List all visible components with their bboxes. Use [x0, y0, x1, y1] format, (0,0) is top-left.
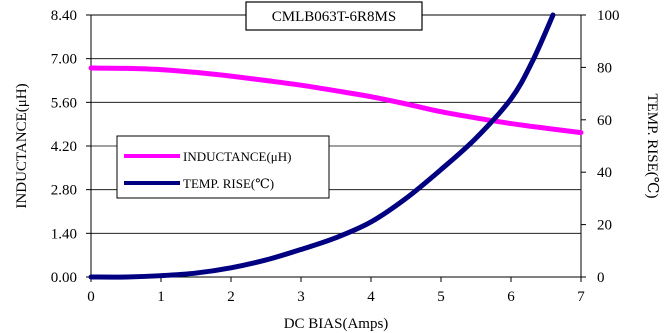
x-tick-label: 0: [87, 289, 95, 305]
y2-tick-label: 0: [597, 270, 605, 286]
x-tick-label: 1: [157, 289, 165, 305]
y2-tick-label: 100: [597, 8, 620, 24]
legend-label-inductance: INDUCTANCE(μH): [183, 149, 291, 164]
x-tick-label: 2: [227, 289, 235, 305]
legend: INDUCTANCE(μH) TEMP. RISE(℃): [116, 135, 330, 199]
x-tick-label: 3: [297, 289, 305, 305]
y-tick-label: 8.40: [51, 8, 77, 24]
x-tick-label: 4: [367, 289, 375, 305]
x-axis-label: DC BIAS(Amps): [284, 316, 389, 332]
y-tick-label: 2.80: [51, 183, 77, 199]
series-group: [88, 12, 584, 280]
y2-axis-ticks: 0 20 40 60 80 100: [581, 8, 620, 286]
y-axis-ticks: 0.00 1.40 2.80 4.20 5.60 7.00 8.40: [51, 8, 91, 286]
y-tick-label: 7.00: [51, 52, 77, 68]
y-tick-label: 0.00: [51, 270, 77, 286]
x-tick-label: 6: [507, 289, 515, 305]
y2-tick-label: 20: [597, 218, 612, 234]
series-line-inductance: [88, 65, 584, 136]
y2-tick-label: 60: [597, 113, 612, 129]
y-tick-label: 5.60: [51, 95, 77, 111]
y-tick-label: 1.40: [51, 226, 77, 242]
x-tick-label: 5: [437, 289, 445, 305]
y-axis-label: INDUCTANCE(μH): [14, 83, 30, 208]
y2-axis-label: TEMP. RISE(℃): [644, 93, 660, 198]
x-tick-label: 7: [577, 289, 585, 305]
legend-label-temp-rise: TEMP. RISE(℃): [183, 176, 274, 191]
series-line-temp-rise: [88, 12, 556, 280]
y-tick-label: 4.20: [51, 139, 77, 155]
title-box: [245, 1, 423, 31]
y2-tick-label: 40: [597, 165, 612, 181]
x-axis-ticks: 0 1 2 3 4 5 6 7: [87, 277, 585, 305]
y2-tick-label: 80: [597, 60, 612, 76]
legend-box: [116, 135, 330, 199]
chart-title: CMLB063T-6R8MS: [272, 9, 396, 25]
